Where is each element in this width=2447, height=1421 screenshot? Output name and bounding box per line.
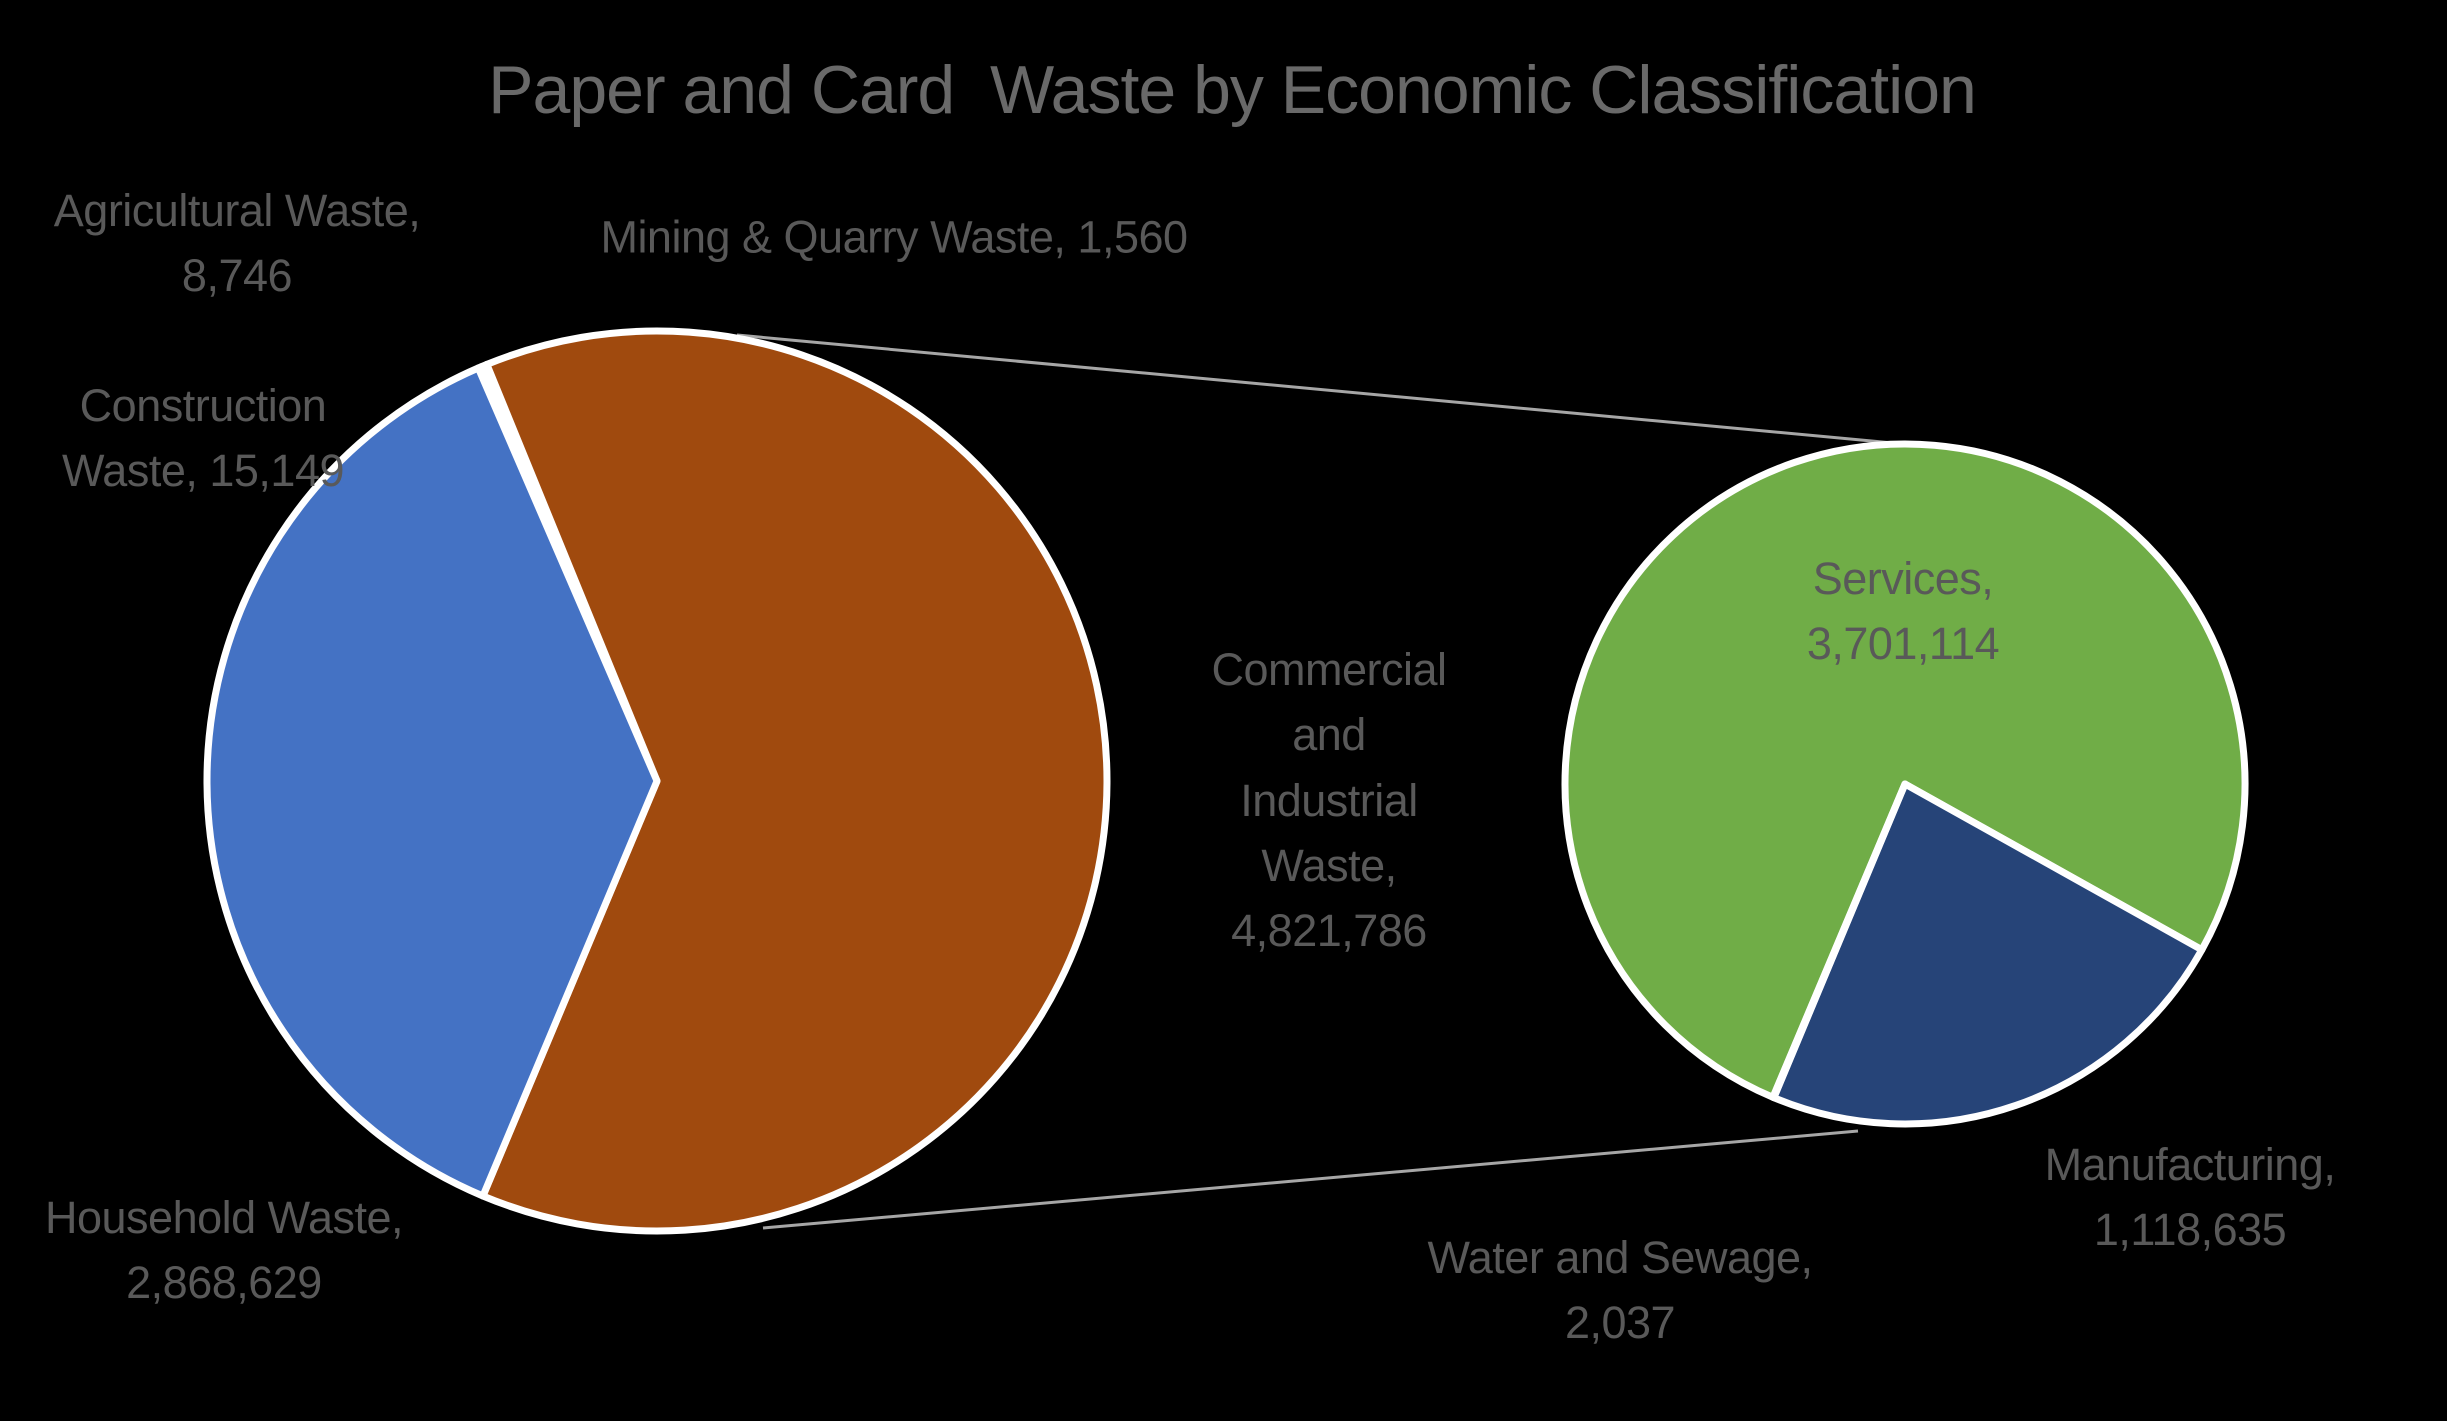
data-label-line: Manufacturing, bbox=[2044, 1138, 2336, 1190]
data-label-line: 3,701,114 bbox=[1806, 618, 2000, 669]
pie-slice-water-and-sewage bbox=[1769, 780, 1909, 1102]
data-label-line: 1,118,635 bbox=[2093, 1204, 2287, 1255]
data-label-services: Services, 3,701,114 bbox=[1806, 546, 2000, 677]
data-label-line: Industrial bbox=[1240, 774, 1418, 826]
pie-slice-commercial-and-industrial-waste bbox=[479, 327, 1111, 1235]
data-label-line: 2,868,629 bbox=[126, 1257, 322, 1308]
data-label-construction-waste: Construction Waste, 15,149 bbox=[61, 373, 345, 504]
pie-slice-services bbox=[1561, 440, 2249, 1101]
series-connector-line-top bbox=[736, 333, 1894, 445]
data-label-line: Waste, 15,149 bbox=[61, 445, 345, 496]
data-label-household-waste: Household Waste, 2,868,629 bbox=[44, 1185, 404, 1316]
pie-slice-household-waste bbox=[203, 364, 661, 1200]
data-label-line: and bbox=[1292, 709, 1366, 761]
data-label-line: Commercial bbox=[1211, 643, 1447, 695]
data-label-commercial-industrial-waste: Commercial and Industrial Waste, 4,821,7… bbox=[1211, 637, 1447, 963]
chart-title: Paper and Card Waste by Economic Classif… bbox=[488, 52, 1977, 128]
data-label-line: 2,037 bbox=[1564, 1297, 1676, 1348]
data-label-line: 4,821,786 bbox=[1231, 904, 1427, 956]
data-label-line: Household Waste, bbox=[44, 1191, 404, 1243]
data-label-water-and-sewage: Water and Sewage, 2,037 bbox=[1427, 1225, 1813, 1356]
pie-slice-manufacturing bbox=[1770, 780, 2206, 1128]
data-label-line: Agricultural Waste, bbox=[53, 184, 421, 236]
series-connector-line-bottom bbox=[762, 1129, 1859, 1230]
data-label-line: Mining & Quarry Waste, 1,560 bbox=[600, 211, 1188, 263]
data-label-line: Water and Sewage, bbox=[1427, 1231, 1813, 1283]
data-label-line: Services, bbox=[1812, 552, 1994, 604]
data-label-agricultural-waste: Agricultural Waste, 8,746 bbox=[53, 178, 421, 309]
data-label-line: Waste, bbox=[1261, 839, 1397, 891]
data-label-mining-quarry-waste: Mining & Quarry Waste, 1,560 bbox=[600, 204, 1188, 269]
data-label-manufacturing: Manufacturing, 1,118,635 bbox=[2045, 1132, 2336, 1263]
data-label-line: Construction bbox=[79, 379, 327, 431]
data-label-line: 8,746 bbox=[181, 250, 293, 301]
